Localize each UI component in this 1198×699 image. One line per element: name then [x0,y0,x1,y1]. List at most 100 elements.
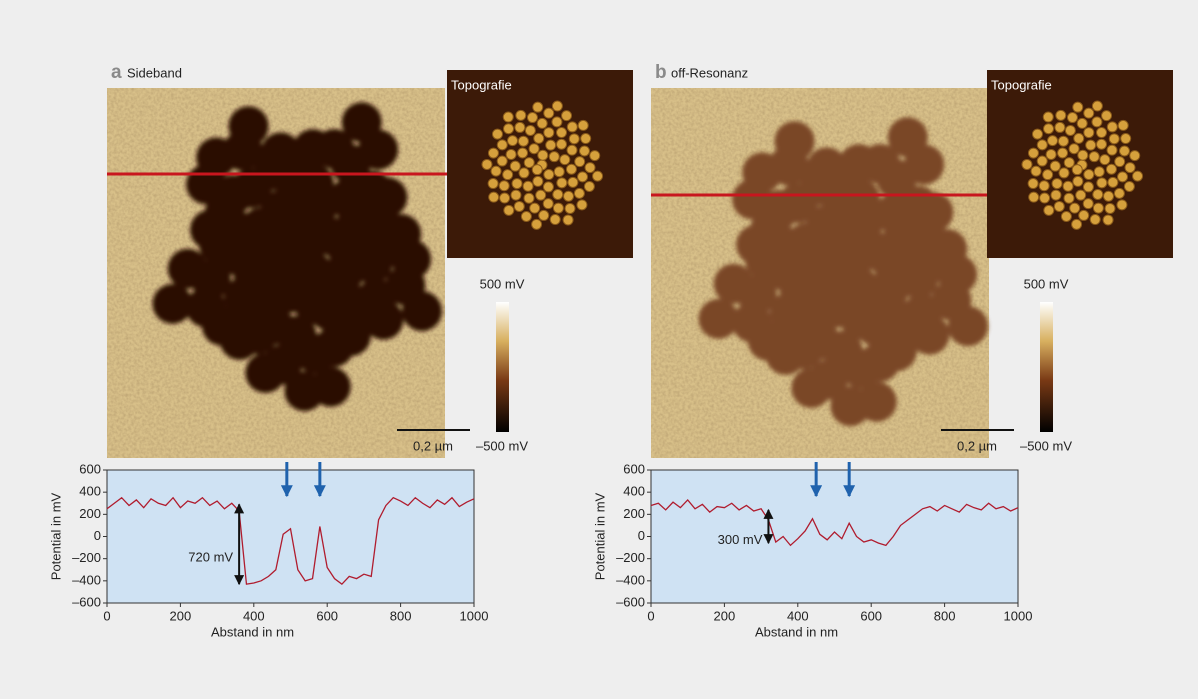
inset-particle [502,169,514,181]
inset-particle [1069,202,1081,214]
inset-particle [552,202,564,214]
inset-particle [552,188,564,200]
inset-particle [1105,163,1117,175]
particle [913,192,954,233]
particle [876,331,917,372]
panel-title: Sideband [127,65,182,80]
inset-particle [1057,135,1069,147]
scale-bar-label: 0,2 µm [957,438,997,453]
inset-particle [1103,190,1115,202]
y-tick-label: –200 [72,550,101,565]
particle [698,298,739,339]
scale-bar-label: 0,2 µm [413,438,453,453]
inset-particle [553,166,565,178]
inset-particle [576,199,588,211]
inset-particle [522,180,534,192]
particle [856,381,897,422]
inset-particle [545,139,557,151]
inset-particle [520,211,532,223]
difference-label: 720 mV [188,550,233,565]
inset-particle [1091,116,1103,128]
inset-particle [1114,156,1126,168]
inset-particle [1042,111,1054,123]
x-tick-label: 200 [714,608,736,623]
inset-particle [514,121,526,133]
inset-particle [1073,132,1085,144]
inset-particle [487,147,499,159]
particle [341,102,382,143]
inset-particle [507,135,519,147]
inset-particle [511,178,523,190]
inset-particle [1068,143,1080,155]
inset-particle [1062,180,1074,192]
inset-particle [1106,144,1118,156]
y-tick-label: –400 [72,572,101,587]
inset-particle [1057,147,1069,159]
profile-curve [650,498,1019,547]
y-tick-label: 600 [79,461,101,476]
inset-particle [1030,165,1042,177]
inset-particle [577,119,589,131]
inset-particle [503,204,515,216]
inset-particle [566,144,578,156]
y-axis-label: Potential in mV [592,492,607,580]
particle [260,132,301,173]
inset-particle [526,112,538,124]
y-tick-label: 400 [623,484,645,499]
inset-particle [1089,214,1101,226]
inset-particle [1043,204,1055,216]
inset-particle [496,155,508,167]
inset-particle [1082,181,1094,193]
inset-particle [533,132,545,144]
particle [363,299,404,340]
inset-particle [548,151,560,163]
inset-particle [1060,211,1072,223]
inset-particle [542,198,554,210]
x-axis-label: Abstand in nm [211,624,294,639]
inset-particle [1083,127,1095,139]
inset-particle [1058,167,1070,179]
inset-particle [1043,123,1055,135]
inset-particle [542,181,554,193]
inset-particle [1096,127,1108,139]
particle [887,117,928,158]
inset-particle [1045,148,1057,160]
inset-particle [1083,169,1095,181]
y-tick-label: 400 [79,484,101,499]
inset-particle [509,160,521,172]
inset-label: Topografie [451,77,512,92]
panel-letter: a [111,62,122,83]
inset-particle [529,202,541,214]
inset-particle [1124,162,1136,174]
inset-particle [537,149,549,161]
inset-particle [532,175,544,187]
inset-particle [577,171,589,183]
y-tick-label: –600 [72,594,101,609]
inset-particle [584,162,596,174]
inset-particle [549,214,561,226]
inset-particle [487,178,499,190]
particle [186,164,227,205]
x-tick-label: 400 [787,608,809,623]
inset-label: Topografie [991,77,1052,92]
particle [806,147,847,188]
inset-particle [1101,110,1113,122]
colorbar-min-label: –500 mV [1020,438,1072,453]
inset-particle [532,101,544,113]
inset-particle [1053,200,1065,212]
y-tick-label: 200 [79,506,101,521]
inset-particle [589,150,601,162]
particle-cluster [698,117,988,427]
particle [381,213,422,254]
inset-particle [1027,178,1039,190]
colorbar-max-label: 500 mV [480,276,525,291]
x-tick-label: 400 [243,608,265,623]
inset-particle [563,190,575,202]
inset-particle [1129,150,1141,162]
inset-particle [1063,157,1075,169]
inset-particle [1113,187,1125,199]
inset-particle [1096,177,1108,189]
inset-particle [1036,155,1048,167]
inset-particle [1085,139,1097,151]
